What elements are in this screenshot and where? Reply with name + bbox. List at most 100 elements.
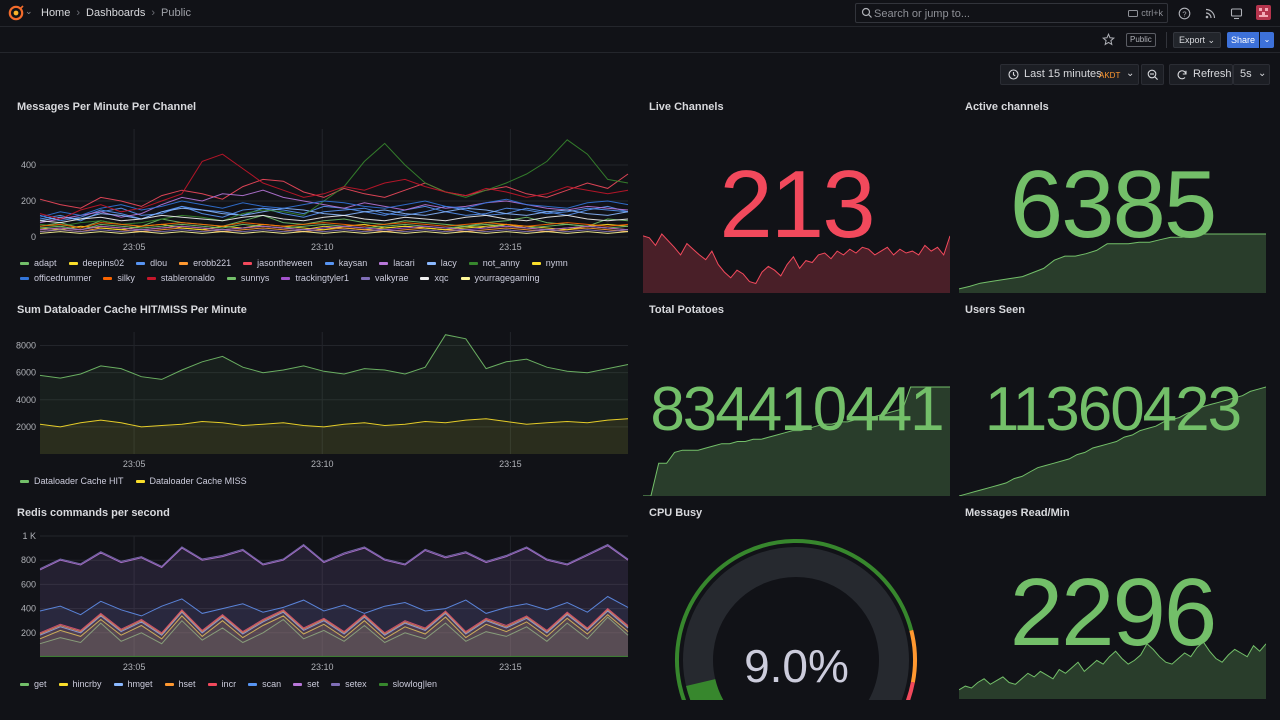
legend-item[interactable]: xqc xyxy=(420,273,449,283)
legend-item[interactable]: hset xyxy=(164,679,196,689)
legend-item[interactable]: kaysan xyxy=(324,258,368,268)
series-line-stableronaldo xyxy=(39,153,629,220)
legend-item[interactable]: deepins02 xyxy=(68,258,124,268)
gauge-threshold-orange xyxy=(909,629,917,683)
series-line-lacy xyxy=(39,207,629,222)
export-label: Export xyxy=(1179,35,1206,45)
legend-item[interactable]: dlou xyxy=(136,258,167,268)
series-line-scan xyxy=(39,595,629,617)
help-icon[interactable]: ? xyxy=(1178,7,1191,20)
breadcrumb-dashboards[interactable]: Dashboards xyxy=(86,7,146,19)
share-button[interactable]: Share xyxy=(1227,32,1259,48)
star-icon[interactable] xyxy=(1102,33,1115,46)
y-tick-label: 600 xyxy=(21,579,36,589)
x-tick-label: 23:10 xyxy=(311,459,334,469)
legend-label: lacari xyxy=(393,258,415,268)
legend-label: officedrummer xyxy=(34,273,92,283)
legend-swatch xyxy=(58,682,68,686)
series-line-set xyxy=(39,545,629,571)
legend-item[interactable]: lacari xyxy=(379,258,415,268)
series-area-scan xyxy=(40,596,628,657)
legend-label: hincrby xyxy=(72,679,102,689)
grafana-logo-icon[interactable] xyxy=(8,5,24,21)
legend-label: trackingtyler1 xyxy=(295,273,349,283)
legend-item[interactable]: setex xyxy=(331,679,367,689)
breadcrumb-home[interactable]: Home xyxy=(41,7,71,19)
legend-label: incr xyxy=(221,679,237,689)
legend-item[interactable]: not_anny xyxy=(468,258,520,268)
legend-label: kaysan xyxy=(338,258,368,268)
legend-item[interactable]: valkyrae xyxy=(360,273,409,283)
legend-swatch xyxy=(468,261,478,265)
legend-label: scan xyxy=(262,679,282,689)
legend-swatch xyxy=(331,682,341,686)
legend-swatch xyxy=(164,682,174,686)
legend-item[interactable]: yourragegaming xyxy=(460,273,540,283)
legend-item[interactable]: adapt xyxy=(20,258,57,268)
time-range-picker[interactable]: Last 15 minutes AKDT ⌄ xyxy=(1000,64,1139,85)
clock-icon xyxy=(1008,69,1019,80)
panel-title-total-potatoes: Total Potatoes xyxy=(649,304,724,316)
search-icon xyxy=(861,7,872,18)
search-input[interactable]: Search or jump to... ctrl+k xyxy=(855,3,1168,23)
legend-swatch xyxy=(135,479,145,483)
time-range-label: Last 15 minutes xyxy=(1024,68,1102,80)
messages-legend: adapt deepins02 dlou erobb221 jasontheween ka… xyxy=(20,258,620,283)
legend-item[interactable]: set xyxy=(293,679,319,689)
legend-swatch xyxy=(20,479,29,483)
legend-item[interactable]: incr xyxy=(207,679,237,689)
panel-title-dataloader: Sum Dataloader Cache HIT/MISS Per Minute xyxy=(17,304,247,316)
x-tick-label: 23:05 xyxy=(123,242,146,252)
legend-item[interactable]: stableronaldo xyxy=(146,273,215,283)
avatar[interactable] xyxy=(1256,5,1271,20)
legend-item[interactable]: sunnys xyxy=(226,273,269,283)
legend-item[interactable]: erobb221 xyxy=(179,258,231,268)
legend-item[interactable]: officedrummer xyxy=(20,273,91,283)
legend-swatch xyxy=(20,276,29,280)
legend-swatch xyxy=(426,261,436,265)
dataloader-timeseries-chart[interactable]: 2000 4000 6000 8000 23:05 23:10 23:15 xyxy=(10,328,630,472)
series-line-erobb221 xyxy=(39,227,629,233)
legend-item[interactable]: scan xyxy=(248,679,281,689)
legend-item[interactable]: silky xyxy=(103,273,135,283)
refresh-label: Refresh xyxy=(1193,68,1232,80)
total-potatoes-value: 834410441 xyxy=(650,375,944,444)
legend-item[interactable]: get xyxy=(20,679,47,689)
legend-item[interactable]: jasontheween xyxy=(243,258,313,268)
series-line-yourragegaming xyxy=(39,231,629,234)
rss-icon[interactable] xyxy=(1204,7,1217,20)
legend-item[interactable]: hmget xyxy=(113,679,153,689)
legend-item[interactable]: trackingtyler1 xyxy=(281,273,349,283)
series-area-hmget xyxy=(40,611,628,657)
breadcrumb: Home › Dashboards › Public xyxy=(41,7,191,19)
legend-label: nymn xyxy=(545,258,568,268)
legend-swatch xyxy=(531,261,541,265)
zoom-out-button[interactable] xyxy=(1141,64,1164,85)
series-line-sunnys xyxy=(39,223,629,231)
legend-label: valkyrae xyxy=(374,273,409,283)
legend-item[interactable]: hincrby xyxy=(58,679,102,689)
monitor-icon[interactable] xyxy=(1230,7,1243,20)
legend-swatch xyxy=(226,276,236,280)
legend-item[interactable]: slowlog|len xyxy=(378,679,437,689)
legend-item[interactable]: nymn xyxy=(531,258,568,268)
chevron-down-icon: ⌄ xyxy=(1126,68,1135,79)
legend-item[interactable]: lacy xyxy=(426,258,457,268)
share-menu-chevron-down-icon[interactable]: ⌄ xyxy=(1260,32,1274,48)
legend-swatch xyxy=(207,682,217,686)
refresh-button[interactable]: Refresh xyxy=(1169,64,1233,85)
legend-item[interactable]: Dataloader Cache MISS xyxy=(135,476,247,486)
refresh-interval-picker[interactable]: 5s ⌄ xyxy=(1233,64,1270,85)
legend-swatch xyxy=(20,261,29,265)
sparkline-area xyxy=(959,234,1266,293)
legend-item[interactable]: Dataloader Cache HIT xyxy=(20,476,124,486)
export-button[interactable]: Export ⌄ xyxy=(1173,32,1221,48)
messages-timeseries-chart[interactable]: 0 200 400 23:05 23:10 23:15 xyxy=(10,125,630,255)
chevron-down-icon[interactable]: ⌄ xyxy=(25,6,33,16)
y-tick-label: 1 K xyxy=(22,532,36,541)
y-tick-label: 0 xyxy=(31,232,36,242)
series-line-hincrby xyxy=(39,614,629,640)
series-area-get xyxy=(40,617,628,657)
redis-timeseries-chart[interactable]: 200 400 600 800 1 K 23:05 23:10 23:15 xyxy=(10,532,630,675)
series-area-hincrby xyxy=(40,614,628,657)
